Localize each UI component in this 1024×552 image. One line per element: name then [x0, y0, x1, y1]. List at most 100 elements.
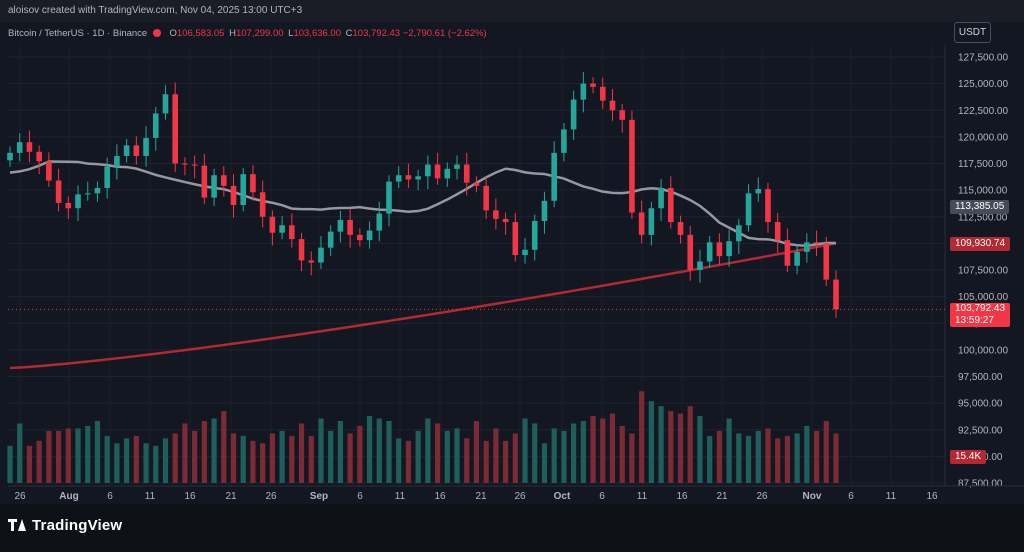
volume-bar: [813, 430, 820, 483]
volume-bar: [124, 438, 130, 483]
candle: [648, 208, 655, 235]
candle: [366, 230, 373, 241]
volume-bar: [201, 421, 207, 483]
volume-bar: [483, 440, 489, 483]
candle: [308, 260, 315, 263]
volume-bar: [503, 440, 509, 483]
volume-bar: [46, 430, 52, 483]
candle: [123, 145, 130, 157]
candle: [182, 163, 188, 165]
volume-bar: [687, 406, 693, 483]
time-tick-label: 16: [184, 491, 196, 502]
candle: [250, 174, 256, 193]
candle: [794, 251, 800, 266]
top-bar: aloisov created with TradingView.com, No…: [0, 0, 1024, 22]
price-tick-label: 112,500.00: [958, 212, 1008, 223]
candle: [629, 119, 635, 213]
time-tick-label: Nov: [803, 491, 822, 502]
volume-bar: [104, 435, 110, 483]
low-key: L: [288, 28, 294, 39]
candle: [745, 193, 752, 226]
candle: [55, 180, 62, 203]
volume-bar: [133, 435, 139, 483]
candle: [551, 152, 557, 201]
volume-bar: [357, 425, 363, 483]
volume-bar: [590, 416, 596, 483]
candle: [16, 142, 23, 153]
volume-bar: [726, 418, 732, 483]
ma50-line: [9, 160, 837, 248]
change-value: −2,790.61 (−2.62%): [402, 28, 487, 39]
volume-bar: [289, 435, 295, 483]
volume-bar: [376, 418, 382, 483]
time-tick-label: 21: [716, 491, 728, 502]
candle: [541, 200, 548, 222]
time-tick-label: 26: [265, 491, 277, 502]
volume-bar: [639, 391, 645, 483]
candle: [677, 222, 684, 235]
time-tick-label: 26: [14, 491, 26, 502]
candle: [7, 152, 13, 161]
candle: [327, 231, 334, 248]
candle: [143, 137, 149, 157]
candle: [104, 166, 110, 188]
volume-bar: [561, 430, 567, 483]
volume-bar: [677, 413, 684, 483]
volume-bar: [522, 418, 528, 483]
volume-tag: 15.4K: [950, 450, 987, 464]
time-tick-label: 16: [926, 491, 938, 502]
volume-bar: [629, 433, 635, 483]
high-value: 107,299.00: [235, 28, 284, 39]
candle: [162, 94, 169, 114]
volume-bar: [143, 443, 149, 483]
volume-bar: [318, 418, 324, 483]
volume-bar: [221, 411, 227, 483]
volume-bar: [114, 443, 120, 483]
symbol-name[interactable]: Bitcoin / TetherUS · 1D · Binance: [8, 28, 148, 39]
time-tick-label: 16: [434, 491, 446, 502]
volume-bar: [609, 413, 616, 483]
candle: [230, 185, 237, 206]
candle: [357, 234, 363, 241]
last-price-value: 103,792.43: [955, 303, 1006, 314]
volume-bar: [211, 418, 217, 483]
tradingview-logo[interactable]: TradingView: [8, 517, 122, 534]
candle: [434, 164, 441, 179]
volume-bar: [580, 421, 586, 483]
volume-bar: [328, 430, 334, 483]
price-tick-label: 127,500.00: [958, 53, 1008, 64]
volume-bar: [434, 423, 441, 483]
price-tick-label: 100,000.00: [958, 345, 1008, 356]
volume-bar: [493, 428, 499, 483]
candle: [114, 156, 120, 167]
candle: [561, 129, 567, 153]
volume-bar: [736, 433, 742, 483]
volume-bar: [85, 425, 91, 483]
countdown-timer: 13:59:27: [955, 315, 994, 326]
volume-bar: [75, 428, 81, 483]
candle: [813, 242, 820, 244]
symbol-legend: Bitcoin / TetherUS · 1D · Binance O106,5…: [8, 28, 487, 39]
candle: [463, 164, 470, 183]
footer: [0, 504, 1024, 552]
volume-bar: [366, 416, 373, 483]
candle: [473, 182, 480, 186]
candlestick-chart[interactable]: 127,500.00 125,000.00 122,500.00 120,000.00…: [0, 0, 1024, 504]
time-tick-label: 11: [637, 491, 648, 502]
price-tick-label: 117,500.00: [958, 159, 1008, 170]
candle: [658, 187, 664, 209]
price-tick-label: 120,000.00: [958, 132, 1008, 143]
volume-bar: [172, 433, 178, 483]
volume-bar: [658, 406, 664, 483]
volume-bar: [396, 438, 402, 483]
time-tick-label: 6: [848, 491, 854, 502]
volume-bar: [26, 445, 33, 483]
tradingview-logo-icon: [8, 519, 26, 531]
candle: [133, 145, 140, 157]
currency-selector[interactable]: USDT: [954, 22, 991, 43]
candle: [716, 242, 723, 257]
candle: [386, 181, 392, 214]
candle: [590, 83, 596, 87]
volume-bar: [65, 428, 71, 483]
volume-bar: [36, 440, 42, 483]
